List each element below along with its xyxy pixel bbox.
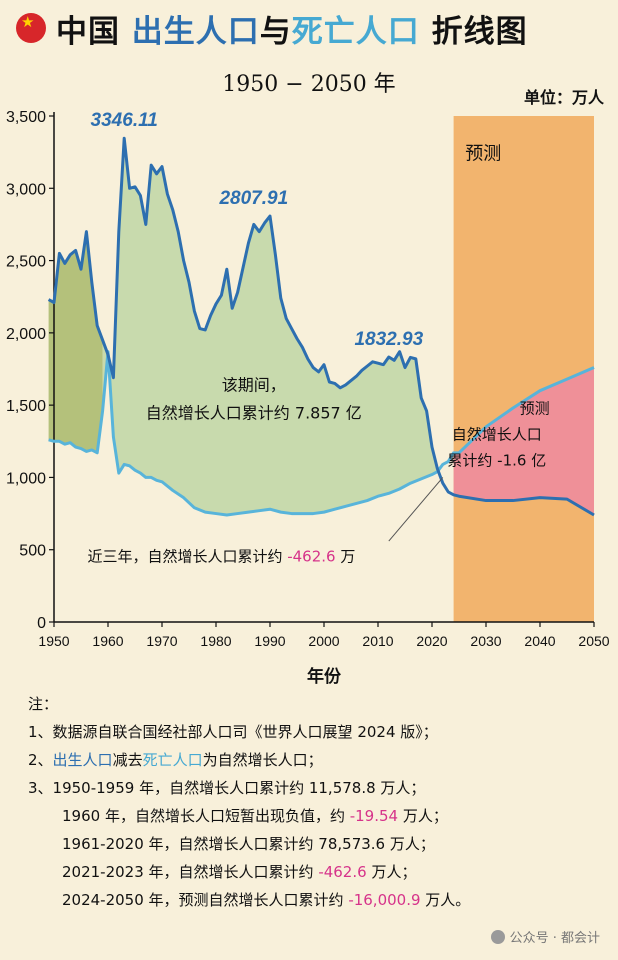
y-tick-label: 3,500 (6, 109, 46, 126)
peak-label-1963: 3346.11 (91, 110, 158, 131)
series-line-death (48, 350, 595, 517)
y-tick-label: 500 (19, 543, 46, 560)
x-tick-label: 2040 (524, 633, 555, 649)
x-tick-label: 2050 (578, 633, 609, 649)
natural-growth-area-1961-2020 (102, 138, 438, 516)
period-annotation-line1: 该期间， (222, 376, 286, 395)
unit-label: 单位：万人 (523, 88, 604, 107)
notes: 注： 1、数据源自联合国经社部人口司《世界人口展望 2024 版》； 2、出生人… (28, 690, 470, 914)
x-tick-label: 1980 (200, 633, 231, 649)
note-3-line-5: 2024-2050 年，预测自然增长人口累计约 -16,000.9 万人。 (62, 891, 471, 909)
line-chart: 0 500 1,000 1,500 2,000 2,500 3,000 3,500 1950 19… (6, 109, 610, 687)
wechat-icon (490, 929, 505, 944)
note-3-line-1: 3、1950-1959 年，自然增长人口累计约 11,578.8 万人； (28, 779, 426, 797)
y-tick-label: 0 (37, 615, 46, 632)
note-3-line-3: 1961-2020 年，自然增长人口累计约 78,573.6 万人； (62, 835, 435, 853)
y-tick-label: 1,500 (6, 398, 46, 415)
x-tick-label: 1990 (254, 633, 285, 649)
china-flag-icon: ★ (16, 13, 46, 43)
forecast-annotation-line3: 累计约 -1.6 亿 (447, 451, 546, 469)
forecast-region (453, 116, 594, 622)
x-tick-label: 2030 (470, 633, 501, 649)
note-3-line-4: 2021-2023 年，自然增长人口累计约 -462.6 万人； (62, 863, 417, 881)
watermark: 公众号 · 都会计 (490, 927, 600, 946)
forecast-region-label: 预测 (465, 143, 501, 164)
recent-annotation: 近三年，自然增长人口累计约 -462.6 万 (87, 547, 355, 565)
peak-label-2012: 1832.93 (354, 329, 423, 350)
x-tick-label: 2000 (308, 633, 339, 649)
y-tick-label: 2,500 (6, 254, 46, 271)
forecast-decline-area (453, 367, 594, 516)
recent-annotation-text: 近三年，自然增长人口累计约 (87, 547, 287, 565)
x-tick-label: 1960 (92, 633, 123, 649)
forecast-annotation-line2: 自然增长人口 (452, 425, 542, 443)
y-tick-label: 1,000 (6, 470, 46, 487)
recent-annotation-value: -462.6 (287, 547, 335, 565)
leader-line (388, 477, 444, 542)
title-bar: ★ 中国 出生人口与死亡人口 折线图 (16, 8, 528, 50)
note-1: 1、数据源自联合国经社部人口司《世界人口展望 2024 版》； (28, 723, 438, 741)
x-axis-label: 年份 (307, 666, 342, 687)
x-tick-label: 2020 (416, 633, 447, 649)
x-tick-label: 2010 (362, 633, 393, 649)
note-2: 2、出生人口减去死亡人口为自然增长人口； (28, 751, 323, 769)
x-tick-label: 1970 (146, 633, 177, 649)
natural-growth-area-1950s (48, 231, 103, 453)
notes-heading: 注： (28, 695, 59, 713)
chart-title: 中国 出生人口与死亡人口 折线图 (56, 13, 528, 50)
y-tick-label: 3,000 (6, 181, 46, 198)
series-line-birth (47, 136, 595, 517)
x-tick-label: 1950 (38, 633, 69, 649)
period-annotation-line2: 自然增长人口累计约 7.857 亿 (146, 404, 362, 423)
chart-subtitle: 1950 − 2050 年 (222, 72, 396, 97)
y-tick-label: 2,000 (6, 326, 46, 343)
peak-label-1990: 2807.91 (218, 188, 288, 209)
recent-annotation-unit: 万 (336, 547, 356, 565)
note-3-line-2: 1960 年，自然增长人口短暂出现负值，约 -19.54 万人； (62, 807, 448, 825)
forecast-annotation-line1: 预测 (520, 399, 550, 417)
